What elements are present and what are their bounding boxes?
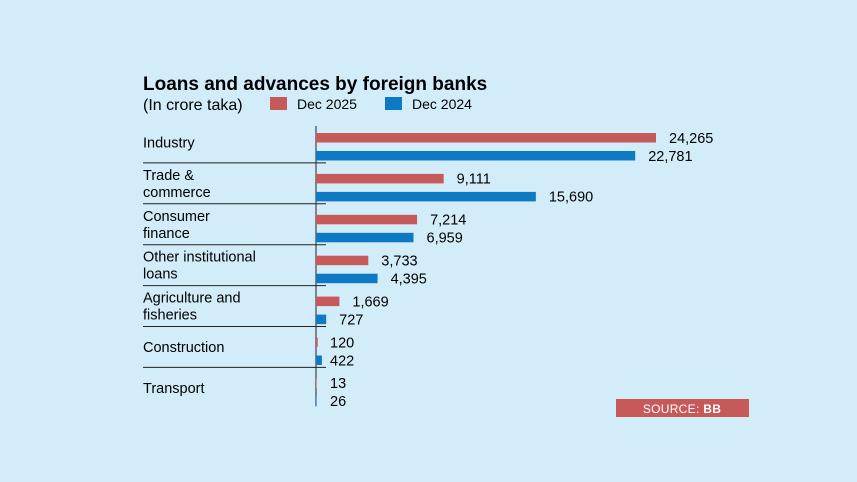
value-label-other-institutional-loans-dec-2024: 4,395 — [391, 271, 427, 287]
legend-label-dec-2025: Dec 2025 — [297, 96, 357, 112]
value-label-agriculture-and-fisheries-dec-2024: 727 — [339, 312, 363, 328]
bar-consumer-finance-dec-2025 — [316, 214, 418, 225]
chart-subtitle: (In crore taka) — [143, 97, 243, 114]
category-label-agriculture-and-fisheries: Agriculture and fisheries — [143, 291, 241, 324]
bar-transport-dec-2024 — [316, 396, 317, 406]
category-label-industry: Industry — [143, 135, 195, 151]
legend: Dec 2025 Dec 2024 — [270, 96, 472, 112]
bar-industry-dec-2024 — [316, 151, 636, 161]
legend-label-dec-2024: Dec 2024 — [412, 96, 472, 112]
value-label-consumer-finance-dec-2024: 6,959 — [427, 231, 463, 247]
value-label-other-institutional-loans-dec-2025: 3,733 — [381, 253, 417, 269]
source-badge: SOURCE: BB — [616, 399, 749, 417]
bar-consumer-finance-dec-2024 — [316, 232, 414, 243]
chart-title: Loans and advances by foreign banks — [143, 74, 487, 95]
bar-construction-dec-2024 — [316, 355, 322, 365]
bar-agriculture-and-fisheries-dec-2025 — [316, 296, 340, 307]
bar-trade-commerce-dec-2025 — [316, 173, 444, 184]
value-label-consumer-finance-dec-2025: 7,214 — [430, 213, 466, 229]
legend-swatch-dec-2025 — [270, 97, 287, 110]
source-name: BB — [703, 402, 721, 416]
value-label-industry-dec-2025: 24,265 — [669, 131, 713, 147]
plot-area: Industry 24,265 22,781 Trade & commerce 9,111… — [143, 126, 713, 410]
value-label-trade-commerce-dec-2024: 15,690 — [549, 190, 593, 206]
bar-agriculture-and-fisheries-dec-2024 — [316, 314, 327, 325]
bar-construction-dec-2025 — [316, 337, 318, 347]
bar-transport-dec-2025 — [316, 378, 317, 388]
value-label-transport-dec-2025: 13 — [330, 376, 346, 392]
category-label-consumer-finance: Consumer finance — [143, 209, 210, 242]
category-label-other-institutional-loans: Other institutional loans — [143, 250, 256, 283]
category-label-transport: Transport — [143, 381, 205, 397]
source-text: SOURCE: BB — [643, 402, 721, 416]
source-prefix: SOURCE: — [643, 402, 703, 416]
value-label-construction-dec-2024: 422 — [330, 353, 354, 369]
bar-other-institutional-loans-dec-2025 — [316, 255, 369, 266]
source-background — [616, 399, 749, 417]
value-label-construction-dec-2025: 120 — [330, 335, 354, 351]
category-label-construction: Construction — [143, 340, 224, 356]
value-label-agriculture-and-fisheries-dec-2025: 1,669 — [352, 294, 388, 310]
value-label-transport-dec-2024: 26 — [330, 394, 346, 410]
bar-trade-commerce-dec-2024 — [316, 191, 536, 202]
value-label-trade-commerce-dec-2025: 9,111 — [457, 172, 491, 188]
bar-other-institutional-loans-dec-2024 — [316, 273, 378, 284]
legend-swatch-dec-2024 — [385, 97, 402, 110]
value-label-industry-dec-2024: 22,781 — [648, 149, 692, 165]
category-label-trade-commerce: Trade & commerce — [143, 168, 211, 201]
bar-industry-dec-2025 — [316, 133, 656, 143]
